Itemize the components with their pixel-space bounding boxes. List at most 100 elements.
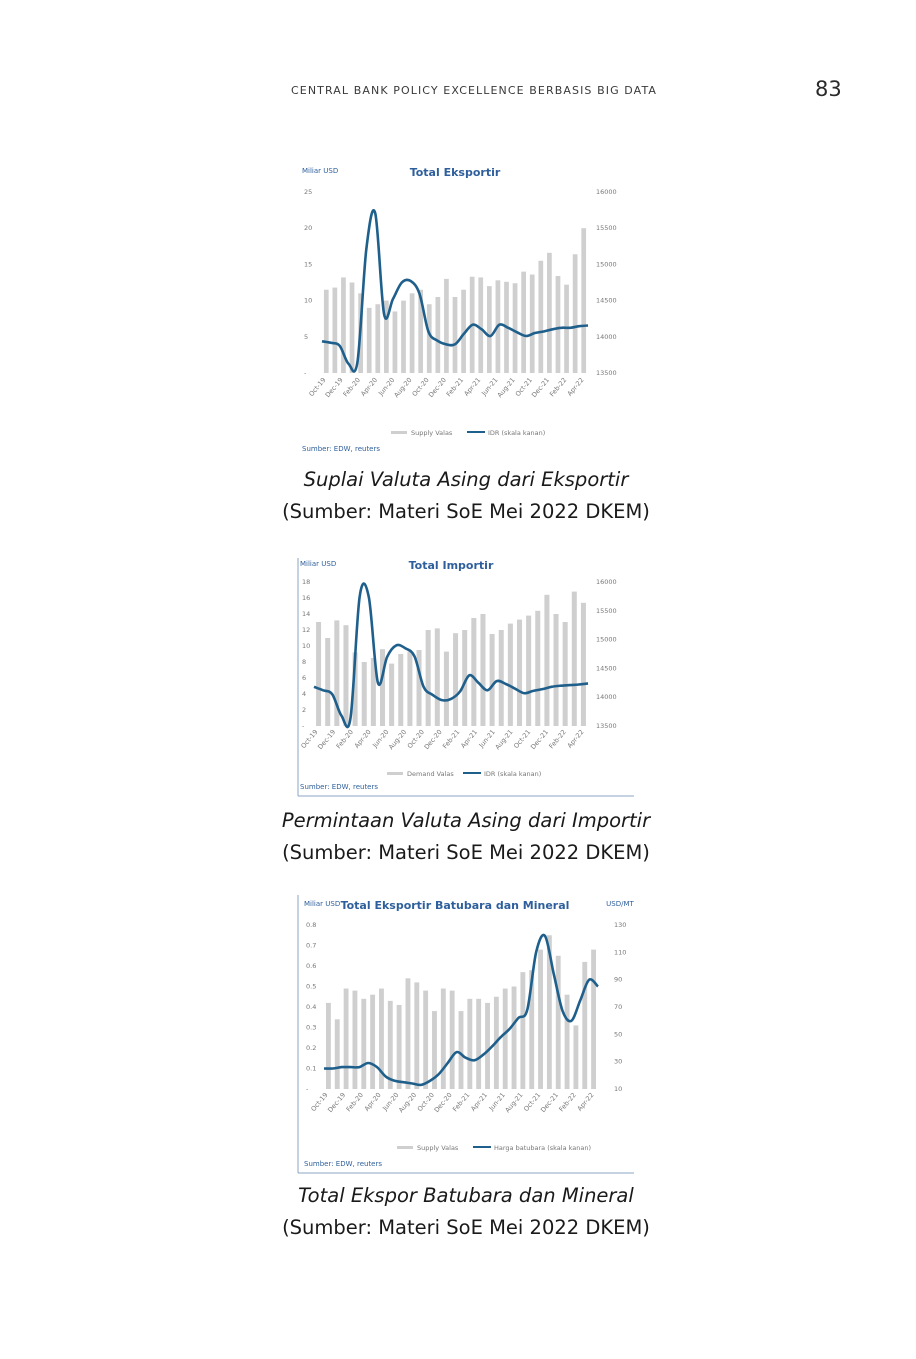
bar xyxy=(555,275,561,373)
y-left-tick-label: 16 xyxy=(302,594,310,602)
bar xyxy=(462,630,468,726)
chart-svg-0: Total Eksportir Miliar USD 25 20 15 10 5 - 16000… xyxy=(302,166,617,453)
bar xyxy=(486,286,492,373)
y-right-tick-label: 15000 xyxy=(596,260,617,268)
bar xyxy=(453,633,459,726)
chart-title: Total Importir xyxy=(409,559,494,572)
bar xyxy=(423,990,429,1089)
x-tick-label: Feb-20 xyxy=(345,1091,365,1113)
x-tick-label: Feb-20 xyxy=(342,376,362,398)
y-right-tick-label: 14500 xyxy=(596,664,617,672)
x-tick-label: Dec-19 xyxy=(326,1091,347,1114)
bar xyxy=(452,296,458,373)
x-tick-label: Dec-21 xyxy=(539,1091,560,1114)
y-right-tick-label: 110 xyxy=(614,948,626,956)
series-line xyxy=(321,209,589,373)
bar xyxy=(398,654,404,726)
x-tick-label: Apr-22 xyxy=(576,1091,596,1113)
bar xyxy=(341,277,346,373)
x-tick-label: Feb-22 xyxy=(548,376,568,398)
bar xyxy=(435,296,441,373)
y-left-tick-label: 2 xyxy=(302,706,306,714)
bar xyxy=(485,1002,490,1089)
y-left-tick-label: 5 xyxy=(304,333,308,341)
bar xyxy=(582,961,588,1089)
y-right-tick-label: 70 xyxy=(614,1003,622,1011)
x-tick-label: Apr-21 xyxy=(462,376,482,398)
y-left-tick-label: 4 xyxy=(302,690,306,698)
y-left-tick-label: 0.4 xyxy=(306,1003,316,1011)
bar xyxy=(571,591,577,726)
bar xyxy=(538,260,544,373)
y-left-tick-label: - xyxy=(304,369,307,377)
x-tick-label: Aug-21 xyxy=(496,376,517,399)
y-left-tick-label: 0.5 xyxy=(306,983,316,991)
bar xyxy=(418,289,424,373)
legend-label-line: IDR (skala kanan) xyxy=(484,770,541,778)
y-left-tick-label: - xyxy=(302,722,305,730)
x-tick-label: Apr-20 xyxy=(363,1091,383,1113)
bar xyxy=(387,1000,393,1089)
legend-label-bars: Demand Valas xyxy=(407,770,454,778)
bar xyxy=(325,638,331,726)
bar xyxy=(511,986,517,1089)
x-tick-label: Apr-21 xyxy=(459,728,479,750)
bar xyxy=(379,649,386,726)
caption-title: Total Ekspor Batubara dan Mineral xyxy=(298,1184,634,1207)
bar xyxy=(458,1011,464,1089)
bar xyxy=(343,988,349,1089)
bar xyxy=(581,228,587,373)
bar xyxy=(591,949,597,1089)
bar xyxy=(343,625,349,726)
y-right-axis-label: USD/MT xyxy=(606,900,634,908)
legend-swatch-bars xyxy=(387,772,403,775)
legend-swatch-bars xyxy=(397,1146,413,1149)
bar xyxy=(529,274,535,373)
bar xyxy=(389,663,395,726)
bar xyxy=(361,998,367,1089)
x-tick-label: Aug-21 xyxy=(493,728,514,751)
chart-total-batubara: Total Eksportir Batubara dan Mineral Mili… xyxy=(296,893,636,1175)
y-left-tick-label: 6 xyxy=(302,674,306,682)
legend-label-bars: Supply Valas xyxy=(417,1144,459,1152)
caption-source: (Sumber: Materi SoE Mei 2022 DKEM) xyxy=(282,841,650,864)
bar xyxy=(547,252,552,373)
legend-swatch-bars xyxy=(391,431,407,434)
chart-title: Total Eksportir Batubara dan Mineral xyxy=(341,899,570,912)
bar xyxy=(383,300,389,373)
bar xyxy=(520,972,526,1089)
y-right-tick-label: 15000 xyxy=(596,636,617,644)
x-tick-label: Dec-19 xyxy=(316,728,337,751)
chart-svg-2: Total Eksportir Batubara dan MineralMili… xyxy=(297,895,635,1174)
x-tick-label: Feb-21 xyxy=(451,1091,471,1113)
y-left-axis-label: Miliar USD xyxy=(304,900,340,908)
x-tick-label: Dec-21 xyxy=(530,376,551,399)
y-right-tick-label: 13500 xyxy=(596,722,617,730)
y-left-tick-label: 0.2 xyxy=(306,1044,316,1052)
bar xyxy=(405,978,411,1089)
bar xyxy=(416,650,422,726)
y-right-tick-label: 15500 xyxy=(596,224,617,232)
y-left-tick-label: 20 xyxy=(304,224,312,232)
legend-label-line: Harga batubara (skala kanan) xyxy=(494,1144,591,1152)
bar xyxy=(396,1004,402,1089)
y-right-tick-label: 50 xyxy=(614,1030,622,1038)
y-left-tick-label: 10 xyxy=(302,642,310,650)
bar xyxy=(370,994,376,1089)
x-tick-label: Apr-20 xyxy=(359,376,379,398)
y-left-tick-label: 0.8 xyxy=(306,921,316,929)
bar xyxy=(434,628,440,726)
chart-title: Total Eksportir xyxy=(410,166,501,179)
bar xyxy=(476,998,482,1089)
bar xyxy=(449,990,455,1089)
x-tick-label: Aug-21 xyxy=(503,1091,524,1114)
bar xyxy=(478,277,484,373)
x-tick-label: Dec-21 xyxy=(529,728,550,751)
y-right-tick-label: 16000 xyxy=(596,188,617,196)
bar xyxy=(564,994,570,1089)
bar xyxy=(444,278,449,373)
x-tick-label: Apr-20 xyxy=(353,728,373,750)
y-left-tick-label: 12 xyxy=(302,626,310,634)
x-tick-label: Dec-20 xyxy=(423,728,444,751)
x-tick-label: Aug-20 xyxy=(387,728,408,751)
